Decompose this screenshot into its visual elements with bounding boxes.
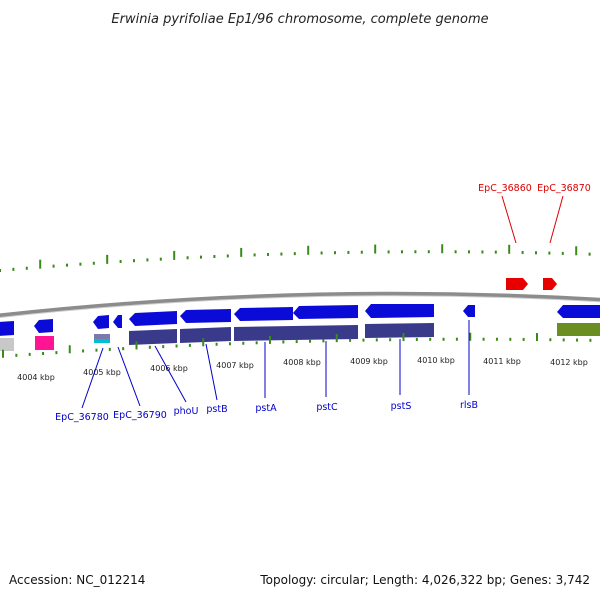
gene-label-phoU: phoU <box>174 406 199 417</box>
band-pink <box>35 336 54 350</box>
scale-labels: 4004 kbp 4005 kbp 4006 kbp 4007 kbp 4008… <box>17 356 588 382</box>
gene-label-pstA: pstA <box>255 403 277 414</box>
gene-label-epc-36860: EpC_36860 <box>478 183 532 194</box>
gene-label-pstS: pstS <box>391 401 412 412</box>
gene-right-edge <box>557 305 600 318</box>
band-multi-2 <box>94 339 110 343</box>
upper-tick-track <box>0 244 591 272</box>
gene-label-epc-36790: EpC_36790 <box>113 410 167 421</box>
band-gray <box>0 338 14 351</box>
gene-epc-36790 <box>113 315 122 328</box>
gene-phoU <box>129 311 177 326</box>
chromosome-backbone <box>0 291 600 318</box>
gene-pstB <box>180 309 231 323</box>
band-multi-1 <box>94 334 110 339</box>
reverse-strand-track <box>0 304 600 336</box>
gene-left-edge <box>0 321 14 336</box>
band-phoU <box>129 329 177 345</box>
gene-label-pstC: pstC <box>316 402 338 413</box>
scale-label: 4005 kbp <box>83 368 121 377</box>
band-pstS <box>365 323 434 338</box>
gene-pstS <box>365 304 434 318</box>
band-pstC <box>293 325 358 340</box>
band-pstA <box>234 326 293 341</box>
lower-tick-track <box>2 332 592 358</box>
leader-line <box>501 195 517 244</box>
map-title: Erwinia pyrifoliae Ep1/96 chromosome, co… <box>111 12 488 27</box>
scale-label: 4004 kbp <box>17 373 55 382</box>
scale-label: 4006 kbp <box>150 364 188 373</box>
leader-line <box>549 195 564 244</box>
gene-label-pstB: pstB <box>206 404 227 415</box>
genome-summary: Topology: circular; Length: 4,026,322 bp… <box>260 573 590 587</box>
band-pstB <box>180 327 231 343</box>
backbone-highlight <box>0 295 600 318</box>
cds-band-track <box>0 323 600 351</box>
gene-label-epc-36870: EpC_36870 <box>537 183 591 194</box>
scale-label: 4007 kbp <box>216 361 254 370</box>
upper-gene-labels: EpC_36860 EpC_36870 <box>478 183 591 244</box>
gene-pstC <box>293 305 358 319</box>
gene-pstA <box>234 307 293 321</box>
lower-gene-labels: EpC_36780 EpC_36790 phoU pstB pstA pstC … <box>55 320 478 423</box>
gene-epc-36870 <box>543 278 557 290</box>
gene-block-1 <box>34 319 53 333</box>
band-olive <box>557 323 600 336</box>
accession-label: Accession: NC_012214 <box>9 573 146 587</box>
gene-rlsB <box>463 305 475 317</box>
scale-label: 4011 kbp <box>483 357 521 366</box>
leader-line <box>205 343 218 401</box>
gene-label-rlsB: rlsB <box>460 400 478 411</box>
gene-epc-36860 <box>506 278 528 290</box>
leader-line <box>154 345 187 403</box>
scale-label: 4009 kbp <box>350 357 388 366</box>
forward-strand-track <box>506 278 557 290</box>
gene-epc-36780 <box>93 315 109 329</box>
scale-label: 4008 kbp <box>283 358 321 367</box>
scale-label: 4010 kbp <box>417 356 455 365</box>
leader-line <box>81 347 104 409</box>
leader-line <box>117 346 141 407</box>
scale-label: 4012 kbp <box>550 358 588 367</box>
gene-label-epc-36780: EpC_36780 <box>55 412 109 423</box>
